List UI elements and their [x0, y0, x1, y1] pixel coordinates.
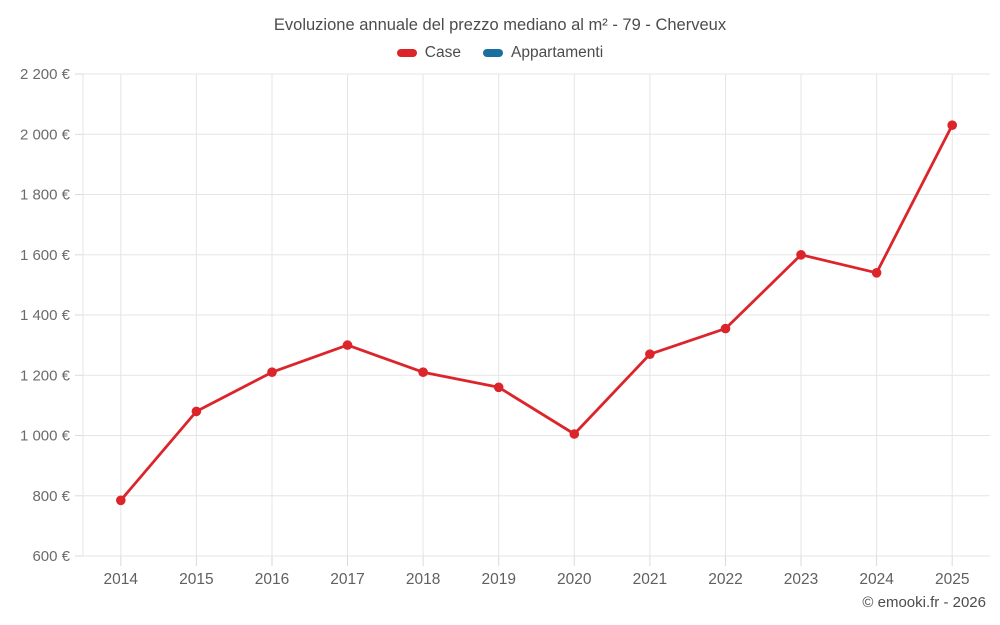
data-point-case-2025[interactable] [947, 120, 957, 130]
data-point-case-2014[interactable] [116, 495, 126, 506]
data-point-case-2022[interactable] [720, 323, 731, 334]
y-axis-label: 600 € [32, 548, 70, 565]
x-axis-label: 2018 [406, 571, 440, 588]
legend-item-case[interactable]: Case [396, 44, 461, 62]
x-axis-label: 2015 [179, 571, 213, 588]
data-point-case-2020[interactable] [569, 429, 580, 439]
data-point-case-2015[interactable] [191, 406, 202, 417]
data-point-case-2017[interactable] [342, 340, 353, 350]
series-line-case [119, 123, 954, 502]
chart-title: Evoluzione annuale del prezzo mediano al… [273, 16, 727, 34]
x-axis-label: 2017 [330, 571, 364, 588]
y-axis-label: 800 € [32, 488, 70, 505]
x-axis-label: 2021 [633, 571, 667, 588]
y-axis-label: 2 200 € [20, 66, 71, 83]
legend-label-appartamenti: Appartamenti [510, 44, 604, 61]
y-axis-label: 1 800 € [20, 187, 71, 204]
legend: Case Appartamenti [0, 44, 1000, 62]
y-axis-label: 1 200 € [20, 367, 71, 384]
data-point-case-2021[interactable] [645, 349, 655, 360]
x-axis-label: 2024 [859, 571, 894, 588]
case-series-marker [396, 49, 417, 57]
data-point-case-2023[interactable] [796, 250, 806, 260]
legend-item-appartamenti[interactable]: Appartamenti [482, 44, 604, 62]
x-axis-label: 2020 [557, 571, 592, 588]
x-axis-label: 2016 [255, 571, 289, 588]
x-axis-label: 2023 [784, 571, 818, 588]
x-axis-label: 2019 [481, 571, 515, 588]
data-point-case-2019[interactable] [493, 382, 504, 393]
appartamenti-series-marker [482, 49, 503, 57]
data-point-case-2018[interactable] [418, 367, 428, 378]
x-axis-label: 2014 [104, 571, 139, 588]
y-axis-label: 1 000 € [20, 428, 71, 445]
x-axis-label: 2025 [935, 571, 969, 588]
data-point-case-2016[interactable] [267, 367, 277, 378]
x-axis-label: 2022 [708, 571, 742, 588]
y-axis-label: 1 400 € [20, 307, 71, 324]
legend-label-case: Case [424, 44, 461, 61]
y-axis-label: 2 000 € [20, 126, 71, 143]
copyright-text: © emooki.fr - 2026 [862, 594, 986, 611]
data-point-case-2024[interactable] [871, 268, 882, 278]
y-axis-label: 1 600 € [20, 247, 71, 264]
